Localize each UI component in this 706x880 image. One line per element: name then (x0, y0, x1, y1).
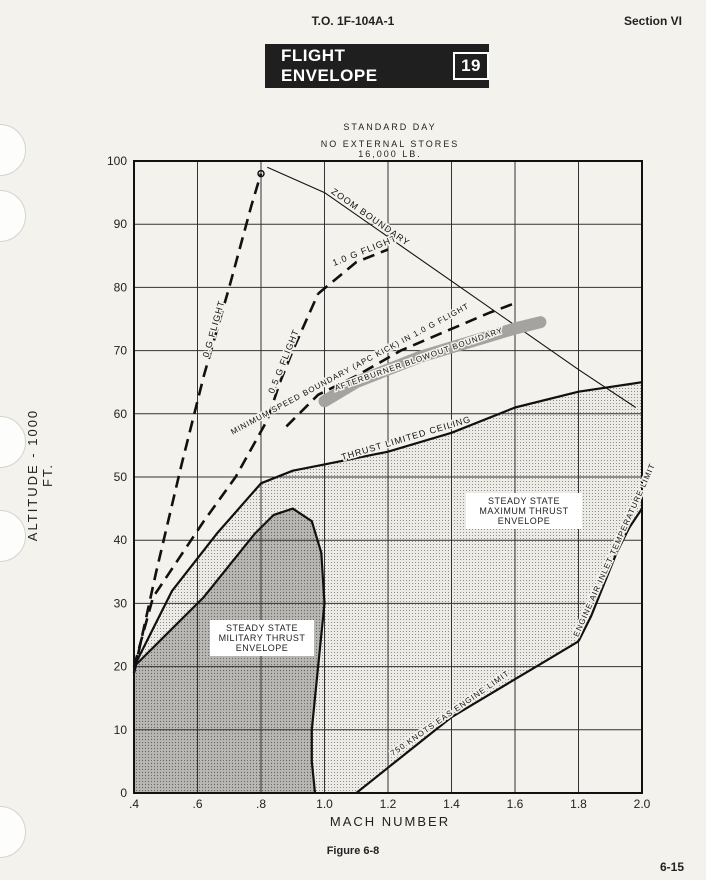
x-tick-label: 1.8 (570, 797, 587, 811)
y-tick-label: 50 (114, 470, 128, 484)
document-number: T.O. 1F-104A-1 (311, 14, 395, 28)
figure-title-bar: FLIGHT ENVELOPE 19 (265, 44, 489, 88)
series-label-minimum-speed-boundary-apc-kick-in-1-0-g-flight: MINIMUM SPEED BOUNDARY (APC KICK) IN 1.0… (229, 301, 470, 436)
condition-note-weight: 16,000 LB. (358, 149, 422, 159)
y-tick-label: 10 (114, 723, 128, 737)
x-tick-label: .8 (256, 797, 266, 811)
y-tick-label: 40 (114, 533, 128, 547)
zoom-peak-marker (257, 169, 265, 178)
series-0-g-flight (132, 173, 263, 674)
series-thrust-limited-ceiling (133, 381, 643, 668)
x-tick-label: .6 (192, 797, 202, 811)
condition-note-standard-day: STANDARD DAY (343, 122, 437, 132)
plot-frame (133, 160, 643, 794)
series-label-0-5-g-flight: 0.5 G FLIGHT (266, 328, 301, 395)
condition-note-stores: NO EXTERNAL STORES (320, 139, 460, 149)
y-tick-label: 90 (114, 217, 128, 231)
x-axis-label: MACH NUMBER (329, 814, 451, 829)
series-750-knots-eas-engine-limit (355, 640, 580, 794)
series-afterburner-blowout-boundary (318, 316, 547, 408)
x-tick-label: 1.6 (507, 797, 524, 811)
x-tick-label: 1.2 (380, 797, 397, 811)
series-1-0-g-flight (317, 248, 389, 295)
series-engine-air-inlet-temperature-limit (577, 507, 643, 642)
y-tick-label: 0 (120, 786, 127, 800)
x-tick-label: 1.0 (316, 797, 333, 811)
y-axis-label: ALTITUDE - 1000 FT. (25, 408, 55, 542)
section-label: Section VI (623, 14, 682, 28)
page-number: 6-15 (659, 860, 684, 874)
series-label-zoom-boundary: ZOOM BOUNDARY (330, 186, 412, 248)
series-military-thrust (133, 507, 326, 794)
y-tick-label: 80 (114, 280, 128, 294)
figure-caption: Figure 6-8 (326, 845, 380, 857)
figure-title: FLIGHT ENVELOPE (281, 46, 378, 85)
x-tick-label: 1.4 (443, 797, 460, 811)
maximum-thrust-envelope-label: STEADY STATE MAXIMUM THRUST ENVELOPE (466, 493, 582, 529)
x-tick-label: .4 (129, 797, 139, 811)
figure-number-badge: 19 (453, 52, 489, 80)
y-tick-label: 20 (114, 660, 128, 674)
y-tick-label: 30 (114, 596, 128, 610)
y-tick-label: 60 (114, 407, 128, 421)
series-minimum-speed-boundary-apc-kick-in-1-0-g-flight (285, 301, 516, 428)
x-tick-label: 2.0 (634, 797, 651, 811)
military-thrust-envelope-label: STEADY STATE MILITARY THRUST ENVELOPE (210, 620, 314, 656)
series-0-5-g-flight (132, 293, 320, 667)
series-zoom-boundary (267, 166, 637, 408)
y-tick-label: 100 (107, 154, 127, 168)
y-tick-label: 70 (114, 344, 128, 358)
series-label-0-g-flight: 0.G FLIGHT (201, 299, 227, 358)
